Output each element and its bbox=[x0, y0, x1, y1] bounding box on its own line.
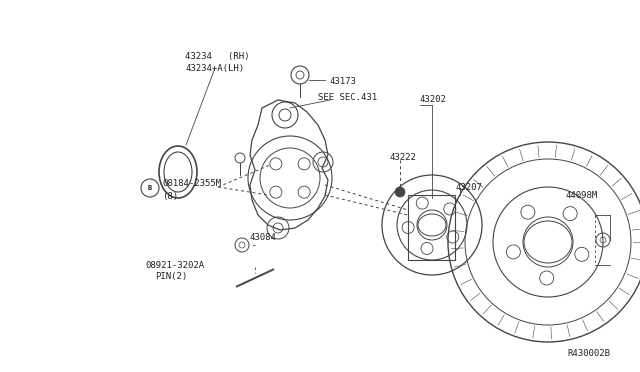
Text: (8): (8) bbox=[162, 192, 178, 201]
Text: 43173: 43173 bbox=[330, 77, 357, 87]
Text: 43202: 43202 bbox=[420, 96, 447, 105]
Text: 44098M: 44098M bbox=[565, 190, 597, 199]
Text: 08184-2355M: 08184-2355M bbox=[162, 180, 221, 189]
Text: 43207: 43207 bbox=[455, 183, 482, 192]
Text: PIN(2): PIN(2) bbox=[155, 272, 188, 280]
Text: 43222: 43222 bbox=[390, 153, 417, 161]
Text: 43084: 43084 bbox=[250, 234, 277, 243]
Text: 43234+A(LH): 43234+A(LH) bbox=[185, 64, 244, 73]
Text: 08921-3202A: 08921-3202A bbox=[145, 260, 204, 269]
Text: R430002B: R430002B bbox=[567, 349, 610, 358]
Circle shape bbox=[395, 187, 405, 197]
Text: SEE SEC.431: SEE SEC.431 bbox=[318, 93, 377, 103]
Text: 43234   (RH): 43234 (RH) bbox=[185, 52, 250, 61]
Text: B: B bbox=[148, 185, 152, 191]
